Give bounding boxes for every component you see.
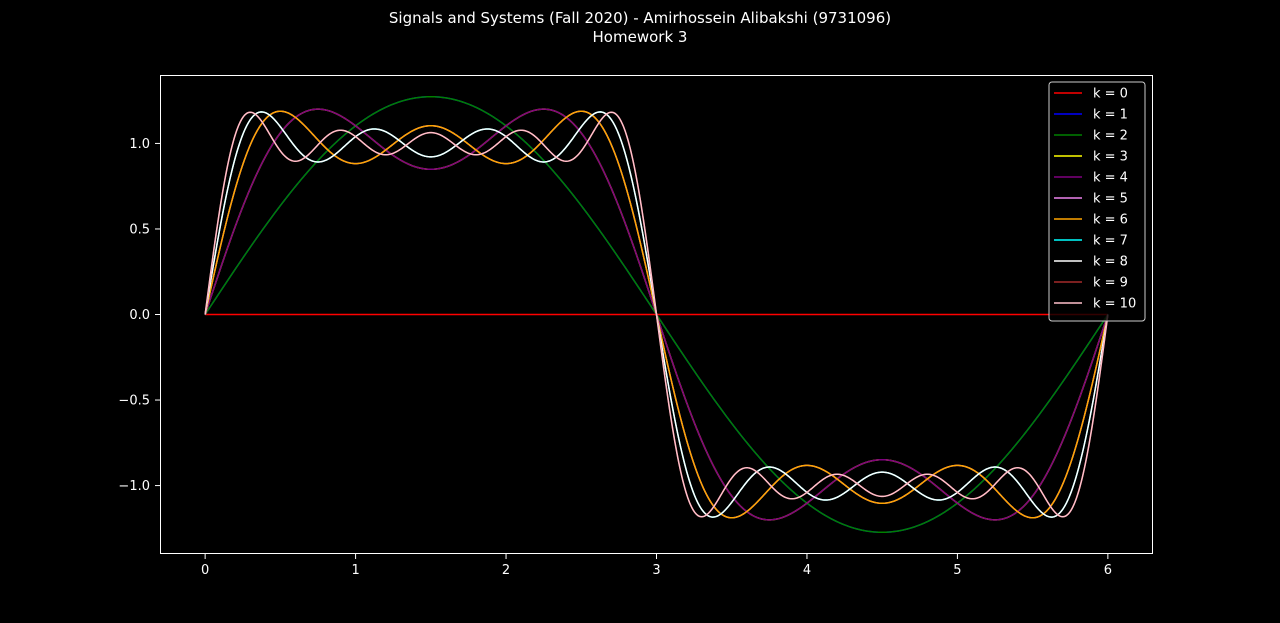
- series-line-k10: [204, 111, 1109, 518]
- y-tick-label: 0.0: [129, 308, 150, 323]
- y-tick-label: −0.5: [118, 394, 150, 409]
- x-tick-label: 4: [803, 563, 811, 578]
- y-tick-label: −1.0: [118, 479, 150, 494]
- legend-label: k = 1: [1093, 108, 1128, 123]
- legend-label: k = 0: [1093, 87, 1128, 102]
- legend-label: k = 9: [1093, 276, 1128, 291]
- x-tick-label: 0: [201, 563, 209, 578]
- x-tick-label: 2: [502, 563, 510, 578]
- x-tick-label: 6: [1104, 563, 1112, 578]
- x-tick-label: 5: [953, 563, 961, 578]
- legend-label: k = 6: [1093, 213, 1128, 228]
- legend-label: k = 10: [1093, 297, 1136, 312]
- y-axis: −1.0 −0.5 0.0 0.5 1.0: [118, 137, 160, 494]
- legend-label: k = 5: [1093, 192, 1128, 207]
- y-tick-label: 1.0: [129, 137, 150, 152]
- legend-label: k = 2: [1093, 129, 1128, 144]
- x-tick-label: 1: [351, 563, 359, 578]
- x-axis: 0 1 2 3 4 5 6: [201, 554, 1112, 578]
- legend-label: k = 7: [1093, 234, 1128, 249]
- y-tick-label: 0.5: [129, 222, 150, 237]
- legend-label: k = 3: [1093, 150, 1128, 165]
- plot-frame: [160, 75, 1153, 554]
- x-tick-label: 3: [652, 563, 660, 578]
- plot-series: [204, 95, 1109, 534]
- legend-label: k = 8: [1093, 255, 1128, 270]
- legend: k = 0 k = 1 k = 2 k = 3 k = 4 k = 5 k = 6 k = 7…: [1048, 81, 1146, 322]
- chart-title-line2: Homework 3: [593, 28, 688, 46]
- legend-label: k = 4: [1093, 171, 1128, 186]
- chart-title-line1: Signals and Systems (Fall 2020) - Amirho…: [389, 9, 891, 27]
